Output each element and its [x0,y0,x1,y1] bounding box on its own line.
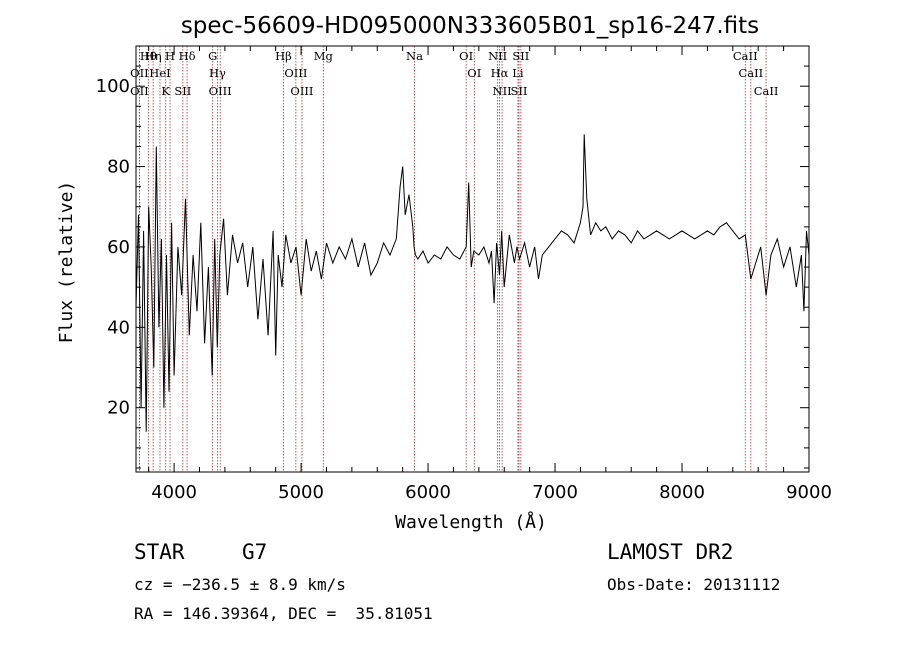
coordinates: RA = 146.39364, DEC = 35.81051 [134,604,433,623]
spectral-line-label: CaII [754,84,779,98]
spectral-line-label: Mg [314,49,334,63]
spectral-line-label: SII [512,49,529,63]
spectral-line-label: H [165,49,175,63]
y-tick-label: 40 [107,317,130,338]
spectral-line-label: OIII [209,84,232,98]
y-tick-label: 100 [96,76,130,97]
survey-name: LAMOST DR2 [607,540,734,564]
spectral-line-label: SII [174,84,191,98]
spectral-line-label: CaII [738,66,763,80]
spectral-line-label: Hα [491,66,509,80]
redshift-cz: cz = −236.5 ± 8.9 km/s [134,575,346,594]
spectral-line-label: Li [512,66,524,80]
object-subclass: G7 [242,540,268,564]
spectral-line-label: Hβ [275,49,292,63]
spectral-line-label: Hγ [209,66,226,80]
spectral-line-label: OII [130,66,149,80]
plot-frame [135,45,810,473]
object-class: STAR [134,540,185,564]
x-axis: 4000 5000 6000 7000 8000 9000 [148,46,832,503]
x-axis-label: Wavelength (Å) [395,511,547,533]
spectral-line-label: OIII [290,84,313,98]
spectral-line-label: Hθ [140,49,157,63]
spectral-line-label: G [208,49,217,63]
chart-title: spec-56609-HD095000N333605B01_sp16-247.f… [181,13,759,39]
spectral-line-label: CaII [733,49,758,63]
spectral-line-label: OII [130,84,149,98]
y-tick-label: 20 [107,398,130,419]
y-axis: 20 40 60 80 100 [96,45,809,469]
x-tick-label: 6000 [405,482,451,503]
spectral-line-label: Hδ [179,49,196,63]
spectral-line-labels: Hθ OII OII Hη HeI K H SII Hδ G Hγ OIII Hβ OIII OIII Mg N… [130,49,778,98]
y-axis-label: Flux (relative) [56,181,77,344]
y-tick-label: 60 [107,237,130,258]
spectral-line-label: K [161,84,170,98]
x-tick-label: 4000 [151,482,197,503]
spectral-line-label: OI [467,66,481,80]
spectral-line-label: NII [493,84,512,98]
spectral-line-label: OIII [284,66,307,80]
x-tick-label: 9000 [786,482,832,503]
spectral-line-label: OI [459,49,473,63]
x-tick-label: 7000 [532,482,578,503]
spectral-line-label: SII [510,84,527,98]
spectrum-line [135,134,810,432]
spectral-line-label: NII [488,49,507,63]
spectral-line-label: Na [406,49,423,63]
obs-date: Obs-Date: 20131112 [607,575,781,594]
x-tick-label: 8000 [659,482,705,503]
spectral-line-label: HeI [149,66,170,80]
spectral-line-markers [139,46,767,472]
x-tick-label: 5000 [278,482,324,503]
y-tick-label: 80 [107,157,130,178]
spectral-line-label: Hη [145,49,162,63]
